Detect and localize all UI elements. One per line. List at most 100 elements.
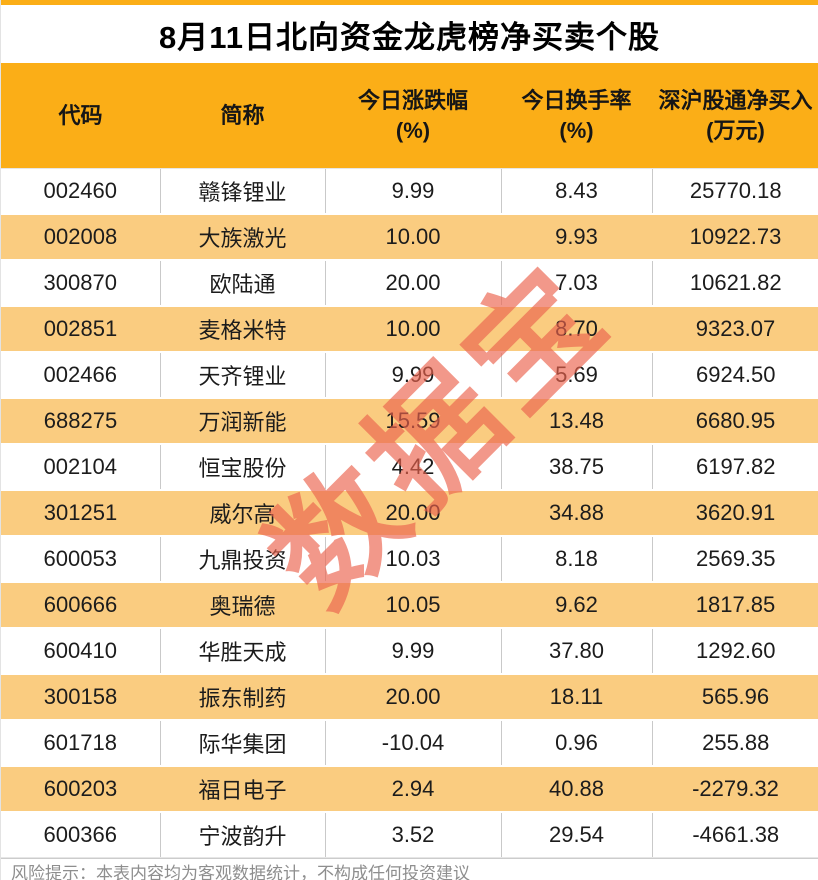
table-row: 301251 威尔高 20.00 34.88 3620.91 <box>1 489 818 537</box>
cell-net-buy: 25770.18 <box>651 168 818 215</box>
cell-change-pct: 10.05 <box>325 581 501 629</box>
cell-turnover-pct: 13.48 <box>501 397 652 445</box>
cell-code: 600203 <box>1 765 160 813</box>
cell-name: 福日电子 <box>160 765 325 813</box>
cell-name: 麦格米特 <box>160 305 325 353</box>
cell-code: 600410 <box>1 627 160 675</box>
cell-code: 601718 <box>1 719 160 767</box>
table-row: 688275 万润新能 15.59 13.48 6680.95 <box>1 397 818 445</box>
column-header-1: 简称 <box>160 63 325 169</box>
cell-name: 天齐锂业 <box>159 351 325 399</box>
cell-name: 威尔高 <box>160 489 325 537</box>
table-body: 002460 赣锋锂业 9.99 8.43 25770.18 002008 大族激光 10.0… <box>1 168 818 858</box>
cell-turnover-pct: 8.70 <box>501 305 652 353</box>
table-row: 002851 麦格米特 10.00 8.70 9323.07 <box>1 305 818 353</box>
cell-change-pct: 2.94 <box>325 765 501 813</box>
cell-turnover-pct: 7.03 <box>500 259 652 307</box>
cell-name: 九鼎投资 <box>159 535 325 583</box>
cell-turnover-pct: 18.11 <box>501 673 652 721</box>
cell-turnover-pct: 29.54 <box>500 811 652 858</box>
cell-code: 600053 <box>1 535 160 583</box>
table-row: 601718 际华集团 -10.04 0.96 255.88 <box>1 719 818 767</box>
header-row: 代码 简称 今日涨跌幅 (%) 今日换手率 (%) 深沪股通净买入 (万元) <box>1 63 818 169</box>
cell-code: 600666 <box>1 581 160 629</box>
column-header-2: 今日涨跌幅 (%) <box>325 63 501 169</box>
table-row: 600666 奥瑞德 10.05 9.62 1817.85 <box>1 581 818 629</box>
cell-code: 002460 <box>1 168 160 215</box>
cell-net-buy: 565.96 <box>652 673 818 721</box>
cell-turnover-pct: 0.96 <box>500 719 652 767</box>
table-row: 300158 振东制药 20.00 18.11 565.96 <box>1 673 818 721</box>
cell-net-buy: 3620.91 <box>652 489 818 537</box>
cell-net-buy: 10621.82 <box>651 259 818 307</box>
table-row: 300870 欧陆通 20.00 7.03 10621.82 <box>1 259 818 307</box>
cell-net-buy: 255.88 <box>651 719 818 767</box>
cell-net-buy: -2279.32 <box>652 765 818 813</box>
cell-turnover-pct: 34.88 <box>501 489 652 537</box>
cell-code: 002008 <box>1 213 160 261</box>
cell-change-pct: 9.99 <box>324 168 501 215</box>
cell-net-buy: 9323.07 <box>652 305 818 353</box>
cell-change-pct: 20.00 <box>325 673 501 721</box>
cell-change-pct: 3.52 <box>324 811 501 858</box>
cell-change-pct: -10.04 <box>324 719 501 767</box>
column-header-0: 代码 <box>1 63 160 169</box>
cell-name: 振东制药 <box>160 673 325 721</box>
table-header: 代码 简称 今日涨跌幅 (%) 今日换手率 (%) 深沪股通净买入 (万元) <box>1 63 818 169</box>
cell-code: 301251 <box>1 489 160 537</box>
cell-name: 大族激光 <box>160 213 325 261</box>
cell-change-pct: 9.99 <box>324 627 501 675</box>
table-row: 002460 赣锋锂业 9.99 8.43 25770.18 <box>1 168 818 215</box>
cell-turnover-pct: 9.62 <box>501 581 652 629</box>
cell-turnover-pct: 38.75 <box>500 443 652 491</box>
cell-name: 万润新能 <box>160 397 325 445</box>
cell-net-buy: 10922.73 <box>652 213 818 261</box>
cell-change-pct: 10.00 <box>325 213 501 261</box>
cell-net-buy: 1817.85 <box>652 581 818 629</box>
table-row: 600366 宁波韵升 3.52 29.54 -4661.38 <box>1 811 818 858</box>
cell-turnover-pct: 9.93 <box>501 213 652 261</box>
cell-code: 688275 <box>1 397 160 445</box>
table-row: 600053 九鼎投资 10.03 8.18 2569.35 <box>1 535 818 583</box>
cell-net-buy: 6680.95 <box>652 397 818 445</box>
cell-net-buy: 1292.60 <box>651 627 818 675</box>
table-row: 600410 华胜天成 9.99 37.80 1292.60 <box>1 627 818 675</box>
cell-net-buy: 6197.82 <box>651 443 818 491</box>
risk-note: 风险提示：本表内容均为客观数据统计，不构成任何投资建议 <box>11 864 470 880</box>
cell-change-pct: 10.00 <box>325 305 501 353</box>
column-header-3: 今日换手率 (%) <box>501 63 652 169</box>
cell-turnover-pct: 5.69 <box>500 351 652 399</box>
cell-turnover-pct: 37.80 <box>500 627 652 675</box>
cell-name: 宁波韵升 <box>159 811 325 858</box>
cell-net-buy: 2569.35 <box>651 535 818 583</box>
cell-code: 300158 <box>1 673 160 721</box>
cell-name: 际华集团 <box>159 719 325 767</box>
cell-code: 300870 <box>1 259 160 307</box>
table-row: 002008 大族激光 10.00 9.93 10922.73 <box>1 213 818 261</box>
cell-change-pct: 20.00 <box>325 489 501 537</box>
cell-name: 华胜天成 <box>159 627 325 675</box>
cell-name: 恒宝股份 <box>159 443 325 491</box>
cell-change-pct: 9.99 <box>324 351 501 399</box>
stock-table: 代码 简称 今日涨跌幅 (%) 今日换手率 (%) 深沪股通净买入 (万元) 002460 赣锋… <box>1 63 818 858</box>
page-title: 8月11日北向资金龙虎榜净买卖个股 <box>158 19 660 55</box>
footer: 风险提示：本表内容均为客观数据统计，不构成任何投资建议 数据来源：证券时报中心数… <box>1 858 818 880</box>
table-row: 600203 福日电子 2.94 40.88 -2279.32 <box>1 765 818 813</box>
cell-code: 600366 <box>1 811 160 858</box>
cell-change-pct: 10.03 <box>324 535 501 583</box>
table-row: 002466 天齐锂业 9.99 5.69 6924.50 <box>1 351 818 399</box>
cell-net-buy: -4661.38 <box>651 811 818 858</box>
cell-code: 002104 <box>1 443 160 491</box>
cell-change-pct: 20.00 <box>324 259 501 307</box>
cell-turnover-pct: 8.43 <box>500 168 652 215</box>
cell-turnover-pct: 40.88 <box>501 765 652 813</box>
cell-change-pct: 4.42 <box>324 443 501 491</box>
cell-turnover-pct: 8.18 <box>500 535 652 583</box>
top-accent-bar <box>1 0 818 5</box>
cell-net-buy: 6924.50 <box>651 351 818 399</box>
cell-name: 奥瑞德 <box>160 581 325 629</box>
cell-name: 赣锋锂业 <box>159 168 325 215</box>
cell-change-pct: 15.59 <box>325 397 501 445</box>
table-row: 002104 恒宝股份 4.42 38.75 6197.82 <box>1 443 818 491</box>
